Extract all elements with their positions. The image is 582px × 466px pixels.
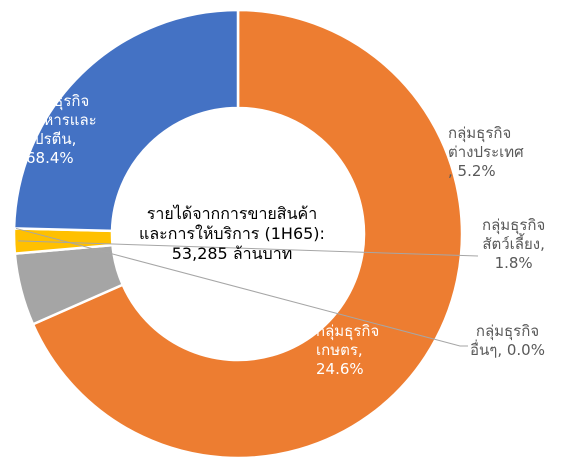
- leader-line-pet: [18, 240, 479, 257]
- data-label-text: 68.4%: [26, 149, 74, 167]
- data-label-others: กลุ่มธุรกิจ อื่นๆ, 0.0%: [470, 322, 545, 360]
- data-label-agro: กลุ่มธุรกิจ เกษตร, 24.6%: [316, 322, 379, 379]
- data-label-text: เกษตร,: [316, 341, 363, 359]
- leader-line-others: [15, 227, 468, 347]
- data-label-text: กลุ่มธุรกิจ: [448, 124, 512, 142]
- data-label-text: 24.6%: [316, 360, 364, 378]
- data-label-text: อื่นๆ, 0.0%: [470, 341, 545, 359]
- data-label-international: กลุ่มธุรกิจ ต่างประเทศ , 5.2%: [448, 124, 524, 181]
- data-label-text: โปรตีน,: [26, 130, 77, 148]
- data-label-text: กลุ่มธุรกิจ: [316, 322, 380, 340]
- data-label-text: กลุ่มธุรกิจ: [26, 92, 90, 110]
- data-label-text: ต่างประเทศ: [448, 143, 524, 161]
- chart-center-label: รายได้จากการขายสินค้า และการให้บริการ (1…: [106, 204, 358, 264]
- data-label-text: อาหารและ: [26, 111, 97, 129]
- data-label-text: , 5.2%: [448, 162, 496, 180]
- data-label-text: 1.8%: [494, 254, 533, 272]
- data-label-pet: กลุ่มธุรกิจ สัตว์เลี้ยง, 1.8%: [482, 216, 545, 273]
- center-label-line-3: 53,285 ล้านบาท: [171, 244, 293, 263]
- data-label-text: กลุ่มธุรกิจ: [475, 322, 540, 340]
- slice-agro: [12, 8, 240, 233]
- slice-food-protein: [31, 8, 464, 460]
- data-label-text: กลุ่มธุรกิจ: [482, 216, 546, 234]
- center-label-line-2: และการให้บริการ (1H65):: [139, 224, 325, 243]
- center-label-line-1: รายได้จากการขายสินค้า: [146, 204, 318, 223]
- data-label-text: สัตว์เลี้ยง,: [482, 235, 545, 253]
- data-label-food-protein: กลุ่มธุรกิจ อาหารและ โปรตีน, 68.4%: [26, 92, 97, 168]
